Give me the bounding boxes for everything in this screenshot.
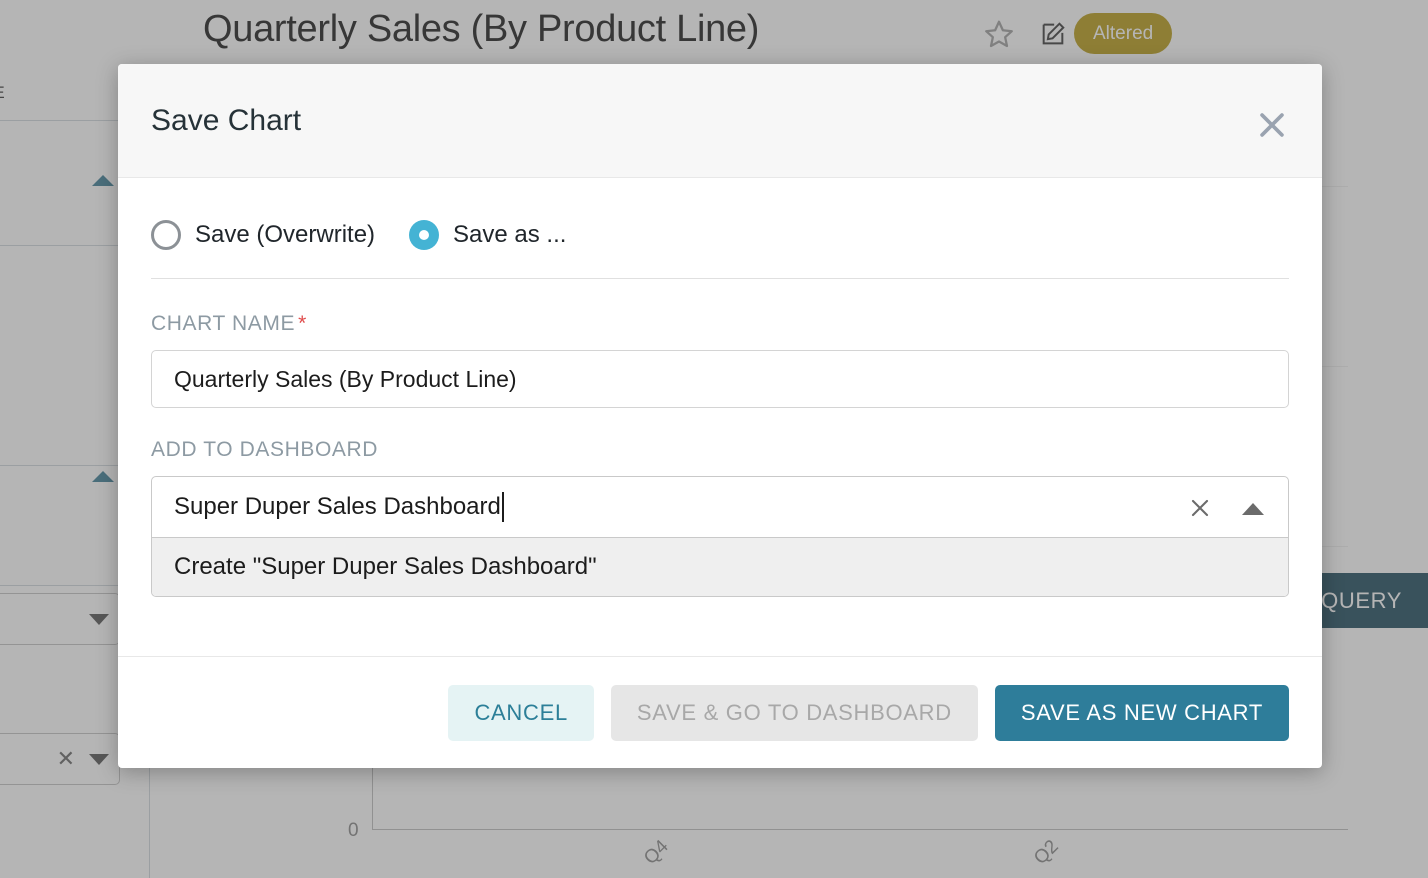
- page-title: Quarterly Sales (By Product Line): [203, 8, 760, 50]
- modal-body: Save (Overwrite) Save as ... CHART NAME *…: [118, 178, 1322, 656]
- cancel-button[interactable]: CANCEL: [448, 684, 594, 741]
- section-divider: [151, 278, 1289, 279]
- sidebar-section-header: ZE: [0, 66, 150, 121]
- radio-save-as[interactable]: Save as ...: [409, 220, 566, 250]
- sidebar-dropdown[interactable]: [0, 593, 120, 645]
- dashboard-label: ADD TO DASHBOARD: [151, 438, 379, 461]
- chart-name-input[interactable]: [151, 350, 1289, 408]
- star-icon[interactable]: [983, 18, 1015, 50]
- close-icon[interactable]: ✕: [56, 746, 75, 771]
- radio-label: Save as ...: [453, 221, 567, 248]
- modal-footer: CANCEL SAVE & GO TO DASHBOARD SAVE AS NE…: [118, 656, 1322, 768]
- text-caret: [501, 492, 504, 522]
- radio-indicator-checked: [409, 220, 440, 250]
- clear-icon[interactable]: [1188, 496, 1212, 520]
- radio-indicator-unchecked: [151, 220, 181, 250]
- chart-name-label: CHART NAME *: [151, 312, 307, 335]
- y-axis-tick-0: 0: [348, 820, 359, 841]
- save-chart-modal: Save Chart Save (Overwrite) Save as ... …: [118, 64, 1322, 768]
- dashboard-select-value: Super Duper Sales Dashboard: [174, 493, 501, 520]
- required-marker: *: [298, 312, 307, 335]
- chevron-up-icon[interactable]: [92, 471, 114, 482]
- app-header: Quarterly Sales (By Product Line) Altere…: [0, 0, 1428, 66]
- chevron-up-icon[interactable]: [92, 175, 114, 186]
- dashboard-select-control[interactable]: Super Duper Sales Dashboard: [151, 476, 1289, 538]
- modal-title: Save Chart: [151, 103, 302, 137]
- sidebar-dropdown-clearable[interactable]: ✕: [0, 733, 120, 785]
- chevron-down-icon: [89, 613, 109, 625]
- save-as-new-chart-button[interactable]: SAVE AS NEW CHART: [994, 684, 1289, 741]
- dashboard-select: Super Duper Sales Dashboard Create "Supe…: [151, 476, 1289, 597]
- chevron-up-icon[interactable]: [1242, 503, 1264, 515]
- dashboard-option-create[interactable]: Create "Super Duper Sales Dashboard": [152, 538, 1288, 596]
- close-icon[interactable]: [1255, 108, 1289, 142]
- status-badge: Altered: [1074, 13, 1173, 54]
- edit-pencil-icon[interactable]: [1039, 20, 1067, 48]
- dashboard-select-menu: Create "Super Duper Sales Dashboard": [151, 538, 1289, 597]
- radio-label: Save (Overwrite): [195, 221, 376, 248]
- chart-name-field: CHART NAME *: [151, 312, 1289, 408]
- modal-header: Save Chart: [118, 64, 1322, 178]
- chevron-down-icon: [89, 753, 109, 765]
- dashboard-field: ADD TO DASHBOARD Super Duper Sales Dashb…: [151, 438, 1289, 597]
- radio-save-overwrite[interactable]: Save (Overwrite): [151, 220, 375, 250]
- save-mode-radio-group: Save (Overwrite) Save as ...: [151, 220, 1289, 250]
- save-and-go-to-dashboard-button: SAVE & GO TO DASHBOARD: [610, 684, 978, 741]
